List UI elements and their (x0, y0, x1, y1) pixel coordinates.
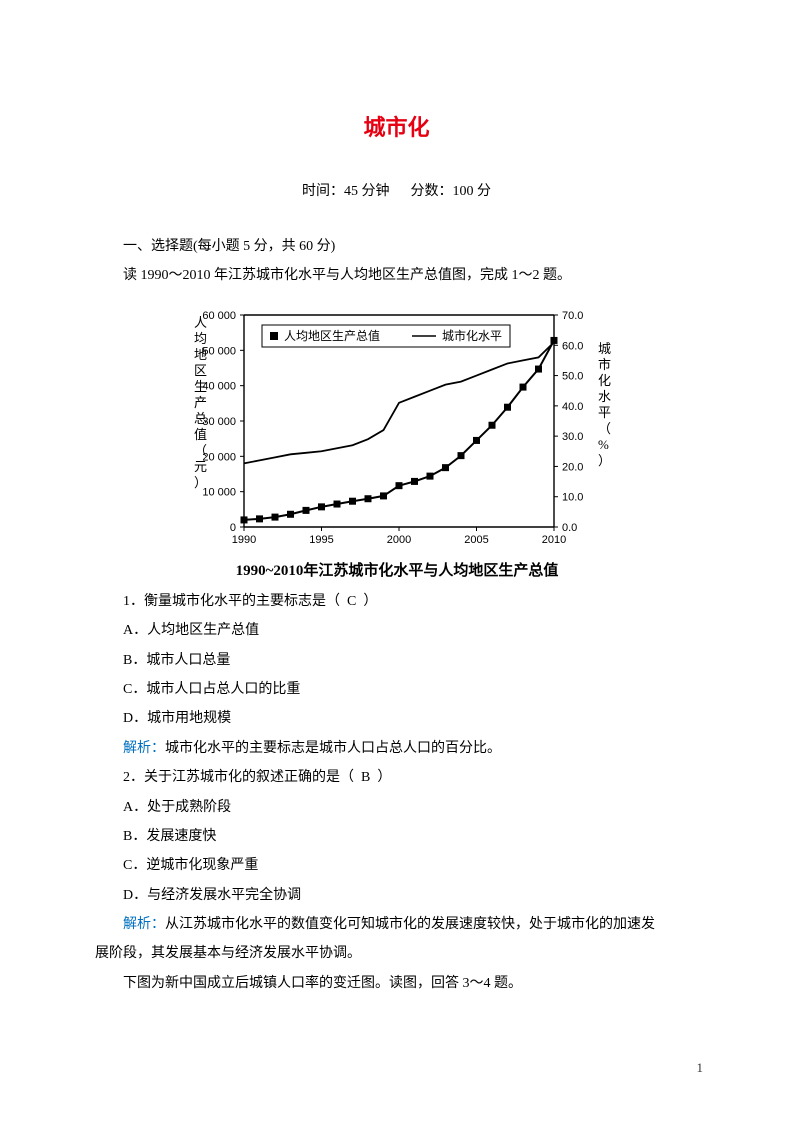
svg-text:值: 值 (194, 427, 207, 442)
q1-answer: C (347, 594, 356, 609)
svg-text:2010: 2010 (541, 534, 565, 546)
q2-option-b: B．发展速度快 (95, 822, 698, 851)
svg-text:元: 元 (194, 459, 207, 474)
svg-text:40.0: 40.0 (562, 401, 583, 413)
q2-explain-cont: 展阶段，其发展基本与经济发展水平协调。 (95, 939, 698, 968)
svg-text:产: 产 (194, 395, 207, 410)
svg-text:区: 区 (194, 363, 207, 378)
time-label: 时间：45 分钟 (302, 184, 390, 199)
score-label: 分数：100 分 (411, 184, 492, 199)
svg-text:平: 平 (598, 405, 611, 420)
svg-text:30.0: 30.0 (562, 431, 583, 443)
q1-option-d: D．城市用地规模 (95, 704, 698, 733)
svg-text:）: ） (598, 453, 611, 468)
svg-text:（: （ (194, 443, 207, 458)
q2-explain-text-1: 从江苏城市化水平的数值变化可知城市化的发展速度较快，处于城市化的加速发 (165, 917, 655, 932)
q2-answer: B (361, 770, 370, 785)
svg-text:均: 均 (194, 331, 207, 346)
q1-option-b: B．城市人口总量 (95, 646, 698, 675)
svg-text:0: 0 (229, 522, 235, 534)
q1-explain-text: 城市化水平的主要标志是城市人口占总人口的百分比。 (165, 741, 501, 756)
q1-stem-close: ） (363, 594, 377, 609)
q2-stem-text: 2．关于江苏城市化的叙述正确的是（ (123, 770, 354, 785)
q2-option-c: C．逆城市化现象严重 (95, 851, 698, 880)
svg-text:60.0: 60.0 (562, 340, 583, 352)
explain-label: 解析： (123, 917, 165, 932)
svg-text:10.0: 10.0 (562, 491, 583, 503)
page-number: 1 (697, 1060, 704, 1076)
q1-stem-text: 1．衡量城市化水平的主要标志是（ (123, 594, 340, 609)
q2-stem-close: ） (377, 770, 391, 785)
svg-text:20 000: 20 000 (202, 451, 236, 463)
intro-2: 下图为新中国成立后城镇人口率的变迁图。读图，回答 3～4 题。 (95, 969, 698, 998)
svg-text:城市化水平: 城市化水平 (442, 328, 502, 343)
exam-meta: 时间：45 分钟 分数：100 分 (95, 180, 698, 200)
svg-text:2000: 2000 (386, 534, 410, 546)
svg-text:20.0: 20.0 (562, 461, 583, 473)
svg-text:30 000: 30 000 (202, 416, 236, 428)
svg-text:）: ） (194, 475, 207, 490)
svg-text:1990: 1990 (231, 534, 255, 546)
q1-stem: 1．衡量城市化水平的主要标志是（ C ） (95, 587, 698, 616)
svg-text:1995: 1995 (309, 534, 333, 546)
svg-text:50 000: 50 000 (202, 345, 236, 357)
q2-option-d: D．与经济发展水平完全协调 (95, 881, 698, 910)
intro-1: 读 1990～2010 年江苏城市化水平与人均地区生产总值图，完成 1～2 题。 (95, 261, 698, 290)
q1-option-a: A．人均地区生产总值 (95, 616, 698, 645)
q1-option-c: C．城市人口占总人口的比重 (95, 675, 698, 704)
q2-option-a: A．处于成熟阶段 (95, 793, 698, 822)
svg-text:10 000: 10 000 (202, 486, 236, 498)
svg-text:城: 城 (598, 341, 611, 356)
svg-text:50.0: 50.0 (562, 370, 583, 382)
svg-text:%: % (598, 437, 609, 452)
chart-svg: 0 10 000 20 000 30 000 40 000 50 000 60 000 0.0… (182, 301, 612, 583)
svg-text:地: 地 (194, 347, 207, 362)
svg-text:2005: 2005 (464, 534, 488, 546)
svg-text:化: 化 (598, 373, 611, 388)
svg-text:生: 生 (194, 379, 207, 394)
svg-text:40 000: 40 000 (202, 380, 236, 392)
q2-stem: 2．关于江苏城市化的叙述正确的是（ B ） (95, 763, 698, 792)
q2-explain: 解析：从江苏城市化水平的数值变化可知城市化的发展速度较快，处于城市化的加速发 (95, 910, 698, 939)
svg-text:60 000: 60 000 (202, 310, 236, 322)
svg-text:市: 市 (598, 357, 611, 372)
svg-text:人: 人 (194, 315, 207, 330)
svg-text:总: 总 (194, 411, 207, 426)
page-title: 城市化 (95, 110, 698, 142)
svg-text:0.0: 0.0 (562, 522, 577, 534)
svg-text:水: 水 (598, 389, 611, 404)
svg-text:（: （ (598, 421, 611, 436)
svg-text:人均地区生产总值: 人均地区生产总值 (284, 328, 380, 343)
chart-figure: 0 10 000 20 000 30 000 40 000 50 000 60 000 0.0… (95, 301, 698, 583)
svg-text:70.0: 70.0 (562, 310, 583, 322)
q1-explain: 解析：城市化水平的主要标志是城市人口占总人口的百分比。 (95, 734, 698, 763)
page: 城市化 时间：45 分钟 分数：100 分 一、选择题(每小题 5 分，共 60… (0, 0, 793, 1038)
explain-label: 解析： (123, 741, 165, 756)
section-heading: 一、选择题(每小题 5 分，共 60 分) (95, 232, 698, 261)
svg-text:1990~2010年江苏城市化水平与人均地区生产总值: 1990~2010年江苏城市化水平与人均地区生产总值 (235, 561, 558, 579)
